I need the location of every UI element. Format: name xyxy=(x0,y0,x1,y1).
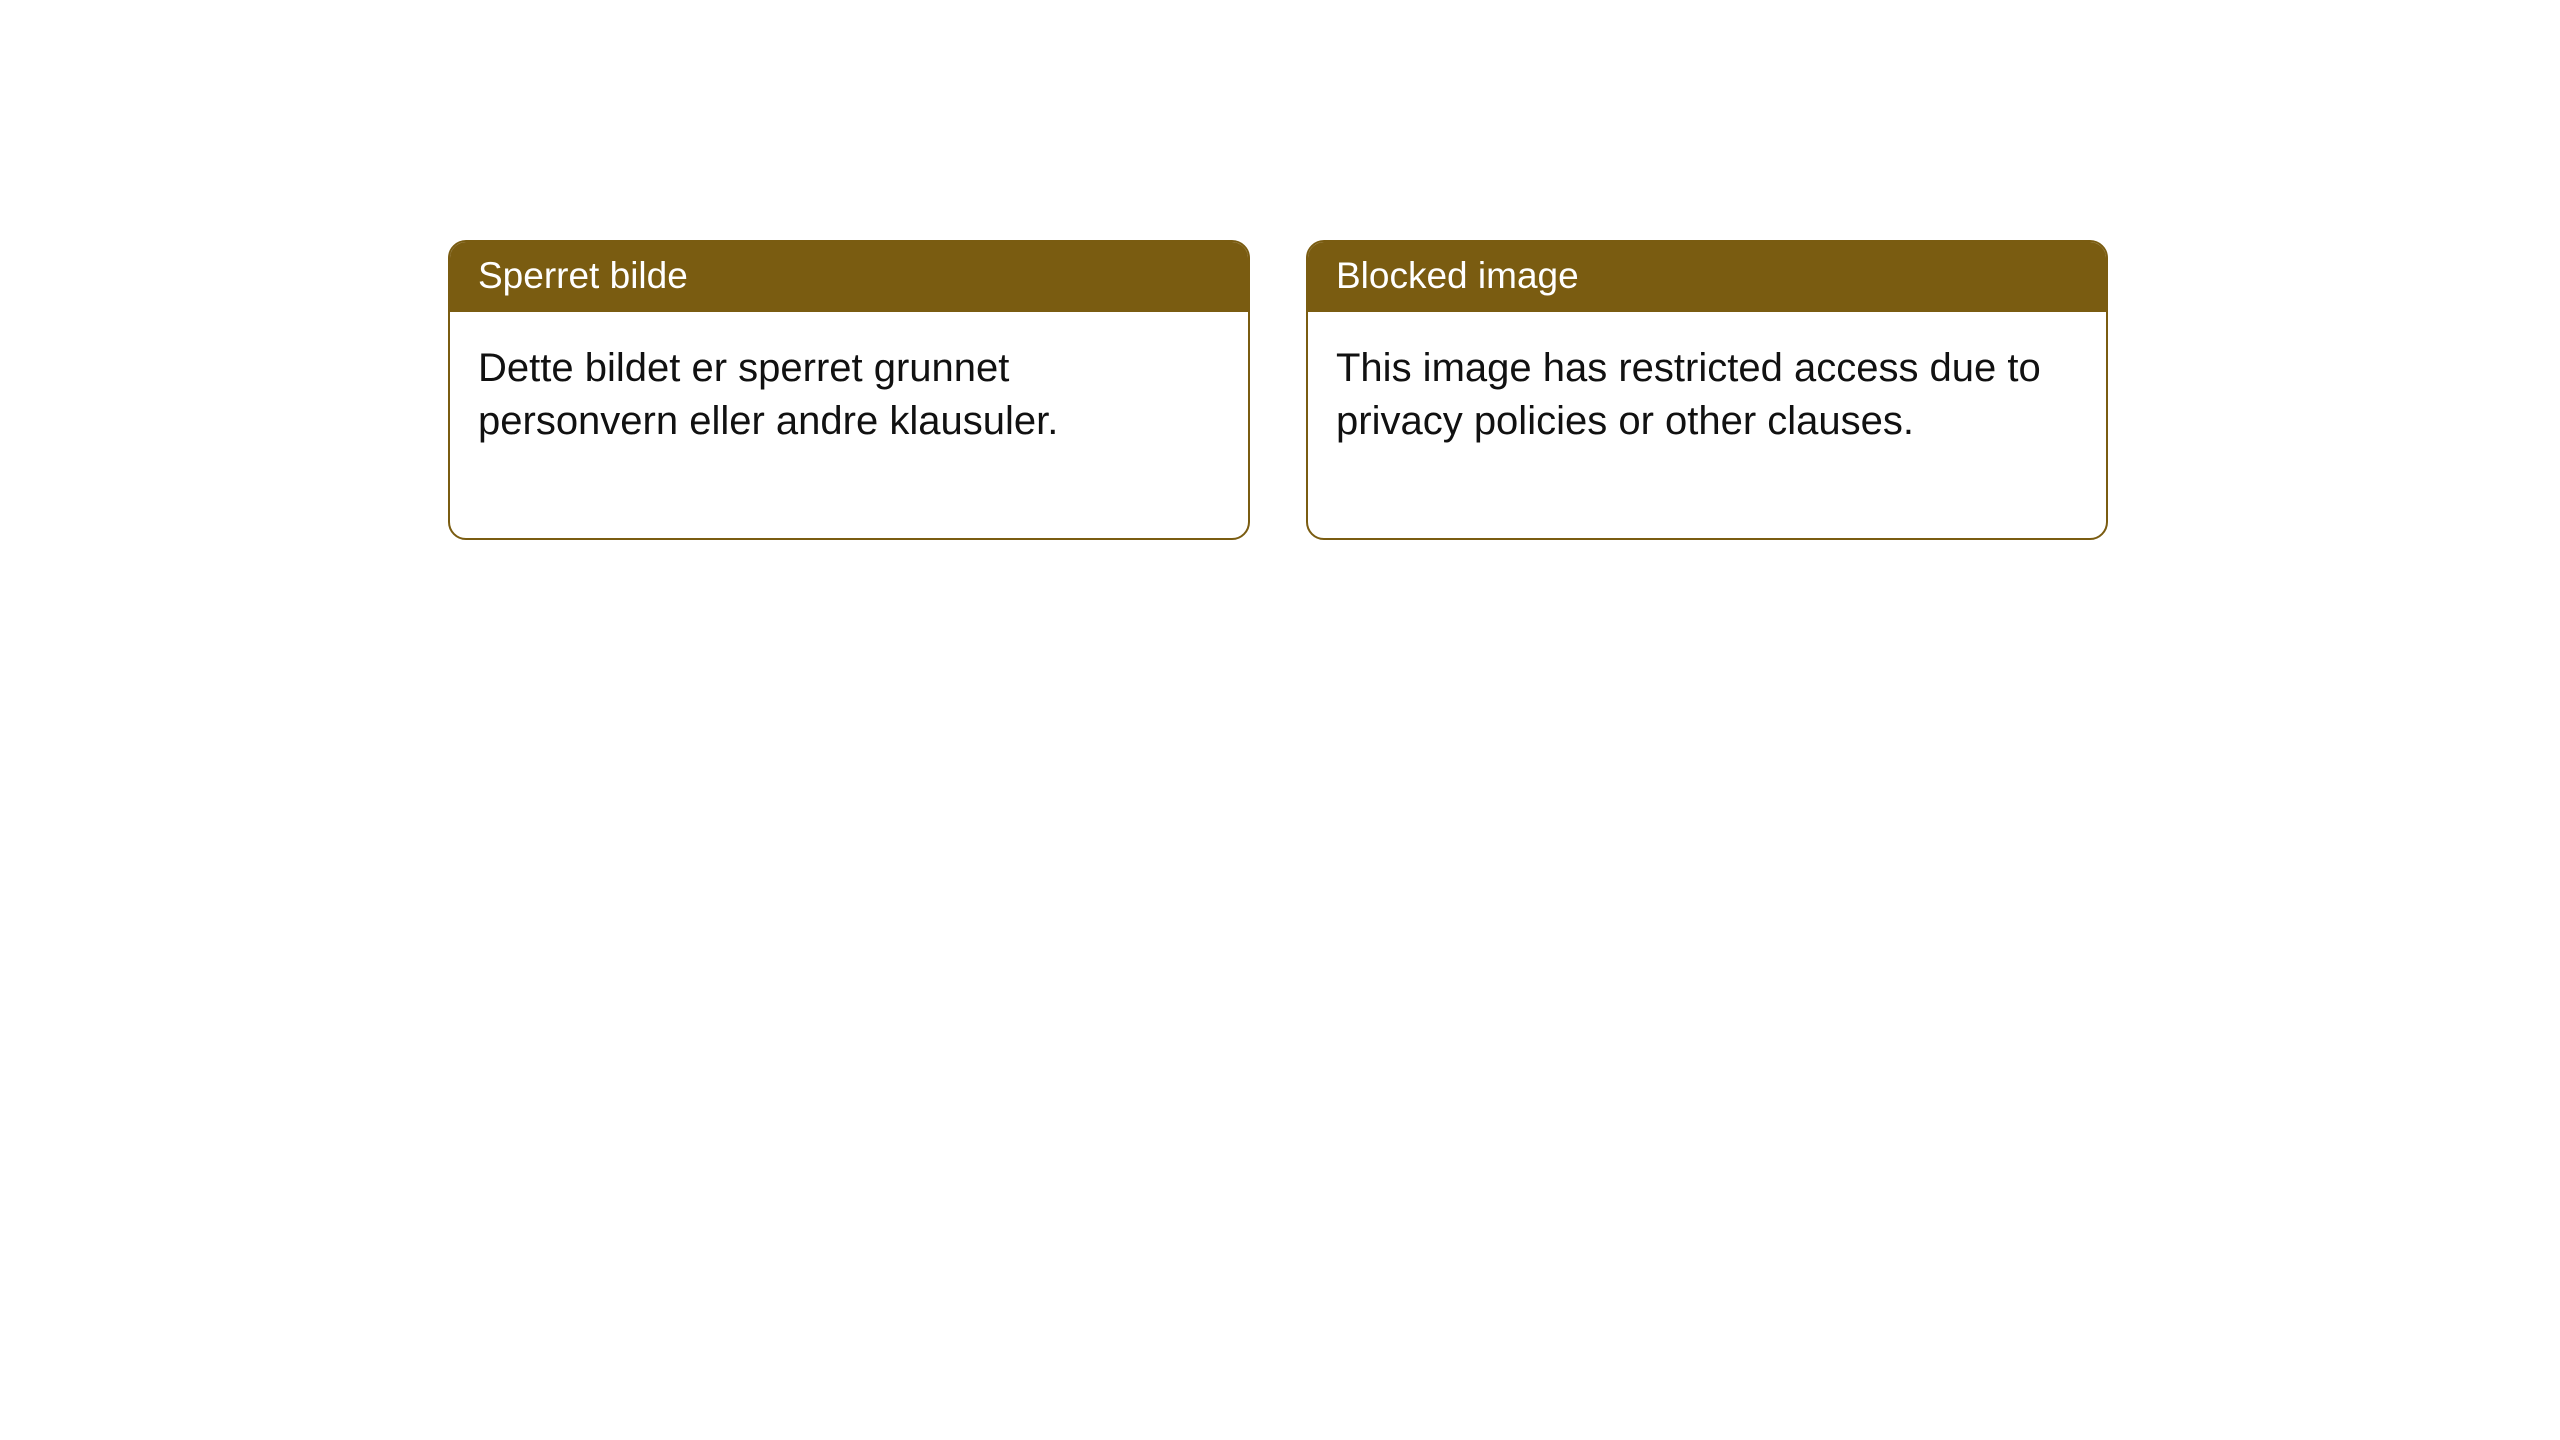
notice-header: Sperret bilde xyxy=(450,242,1248,312)
notice-card-norwegian: Sperret bilde Dette bildet er sperret gr… xyxy=(448,240,1250,540)
notice-card-english: Blocked image This image has restricted … xyxy=(1306,240,2108,540)
notice-container: Sperret bilde Dette bildet er sperret gr… xyxy=(448,240,2108,540)
notice-header: Blocked image xyxy=(1308,242,2106,312)
notice-body: Dette bildet er sperret grunnet personve… xyxy=(450,312,1248,538)
notice-body: This image has restricted access due to … xyxy=(1308,312,2106,538)
